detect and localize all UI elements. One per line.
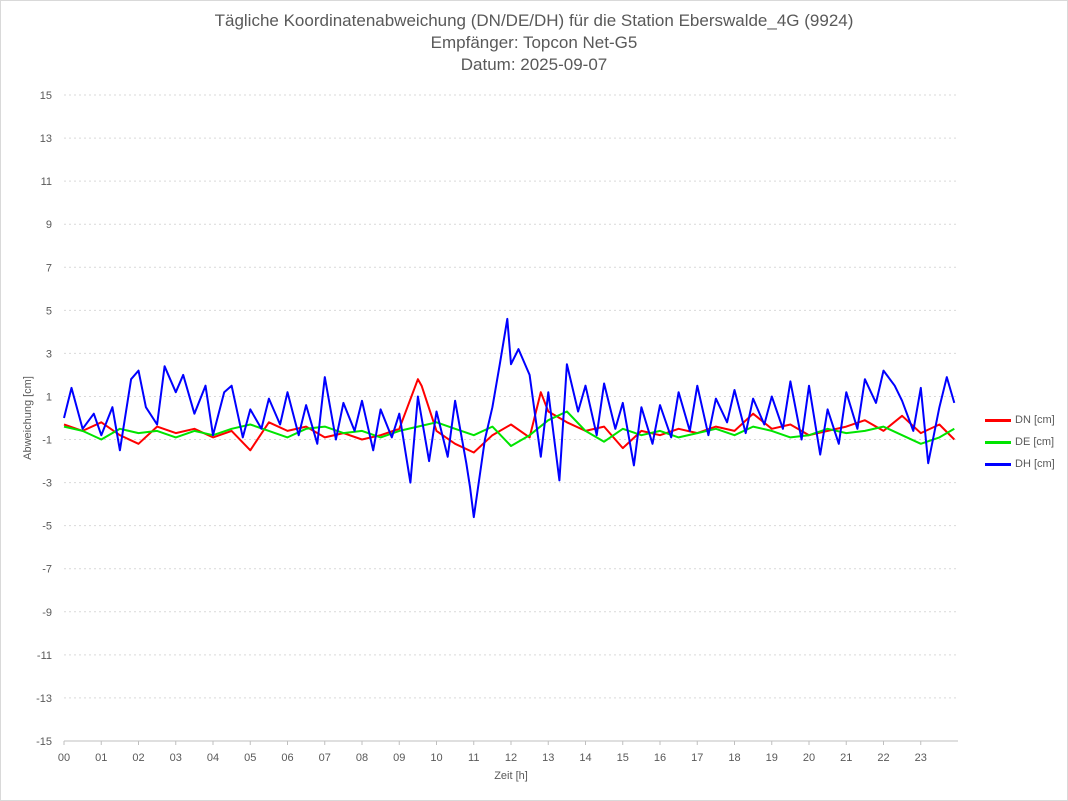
x-tick-label: 08 — [356, 752, 368, 764]
x-tick-label: 07 — [319, 752, 331, 764]
x-tick-label: 02 — [132, 752, 144, 764]
x-tick-label: 19 — [766, 752, 778, 764]
y-tick-label: 7 — [46, 262, 52, 274]
x-tick-label: 15 — [617, 752, 629, 764]
gridlines — [63, 94, 958, 745]
x-tick-label: 13 — [542, 752, 554, 764]
chart-title-line-2: Empfänger: Topcon Net-G5 — [430, 33, 638, 52]
x-tick-label: 18 — [728, 752, 740, 764]
chart-title-line-3: Datum: 2025-09-07 — [460, 55, 608, 74]
y-tick-label: 13 — [40, 133, 52, 145]
x-tick-label: 12 — [505, 752, 517, 764]
x-tick-label: 05 — [244, 752, 256, 764]
x-tick-label: 11 — [468, 752, 479, 764]
x-tick-label: 16 — [654, 752, 666, 764]
y-tick-label: -7 — [42, 564, 52, 576]
y-tick-label: -9 — [42, 607, 52, 619]
x-tick-label: 21 — [840, 752, 852, 764]
x-tick-label: 10 — [430, 752, 442, 764]
series-lines — [63, 317, 956, 519]
chart-title: Tägliche Koordinatenabweichung (DN/DE/DH… — [0, 10, 1068, 76]
legend-label: DH [cm] — [1015, 458, 1055, 470]
x-tick-label: 17 — [691, 752, 703, 764]
legend-item-dn: DN [cm] — [985, 409, 1055, 431]
x-tick-label: 04 — [207, 752, 219, 764]
series-line-dh — [63, 317, 956, 519]
legend-label: DN [cm] — [1015, 414, 1055, 426]
y-axis-label: Abweichung [cm] — [22, 376, 34, 460]
y-tick-label: -15 — [36, 736, 52, 748]
legend-swatch — [985, 440, 1011, 444]
x-tick-label: 23 — [915, 752, 927, 764]
x-tick-label: 20 — [803, 752, 815, 764]
x-tick-label: 01 — [95, 752, 107, 764]
x-tick-label: 06 — [281, 752, 293, 764]
y-tick-label: -5 — [42, 521, 52, 533]
y-tick-label: -1 — [42, 435, 52, 447]
y-tick-label: 11 — [41, 176, 52, 188]
x-tick-label: 03 — [170, 752, 182, 764]
y-tick-label: 15 — [40, 90, 52, 102]
series-line-dn — [63, 378, 956, 454]
chart-title-line-1: Tägliche Koordinatenabweichung (DN/DE/DH… — [214, 11, 854, 30]
y-tick-label: 3 — [46, 348, 52, 360]
x-tick-label: 22 — [877, 752, 889, 764]
y-tick-label: -3 — [42, 478, 52, 490]
legend-swatch — [985, 462, 1011, 466]
y-tick-label: 5 — [46, 305, 52, 317]
x-axis-label: Zeit [h] — [494, 770, 528, 782]
x-tick-label: 14 — [579, 752, 591, 764]
y-tick-labels: 15 13 11 9 7 5 3 1 -1 -3 -5 -7 -9 -11 -13 -15 — [36, 90, 52, 748]
legend-item-de: DE [cm] — [985, 431, 1055, 453]
legend-item-dh: DH [cm] — [985, 453, 1055, 475]
y-tick-label: 9 — [46, 219, 52, 231]
x-tick-label: 00 — [58, 752, 70, 764]
y-tick-label: -13 — [36, 693, 52, 705]
legend-label: DE [cm] — [1015, 436, 1055, 448]
series-line-de — [63, 410, 955, 447]
x-tick-labels: 00 01 02 03 04 05 06 07 08 09 10 11 12 13 14 15 16 17 18 19… — [58, 752, 927, 764]
y-tick-label: 1 — [46, 391, 52, 403]
legend-swatch — [985, 418, 1011, 422]
x-tick-label: 09 — [393, 752, 405, 764]
legend: DN [cm] DE [cm] DH [cm] — [985, 409, 1055, 475]
y-tick-label: -11 — [37, 650, 52, 662]
